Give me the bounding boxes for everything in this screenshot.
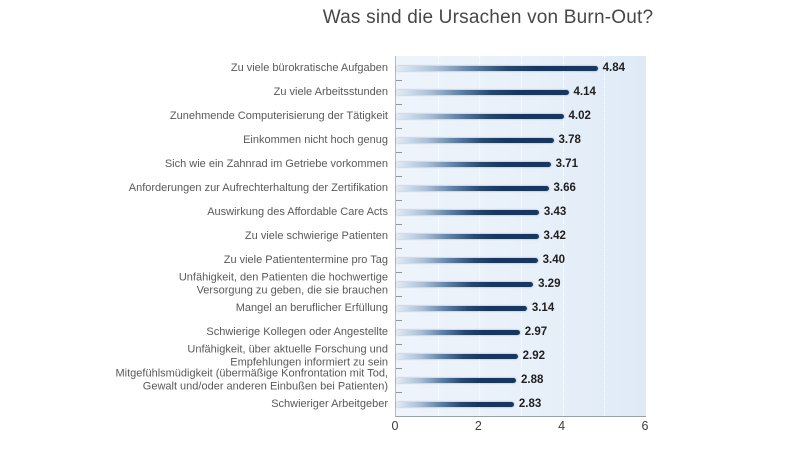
bar — [396, 209, 539, 215]
bar-value-label: 2.92 — [522, 350, 546, 362]
gridline — [562, 56, 564, 416]
category-label: Sich wie ein Zahnrad im Getriebe vorkomm… — [164, 157, 388, 170]
bar — [396, 353, 518, 359]
category-label: Unfähigkeit, über aktuelle Forschung und… — [187, 343, 388, 369]
y-axis-tick — [396, 152, 402, 153]
bar — [396, 329, 520, 335]
y-axis-tick — [396, 104, 402, 105]
category-label: Mitgefühlsmüdigkeit (übermäßige Konfront… — [115, 367, 389, 393]
category-label: Zu viele schwierige Patienten — [244, 229, 388, 242]
plot-area: 4.84 4.14 4.02 3.78 3.71 3.66 3.43 3.42 3.40 3.29… — [395, 56, 646, 417]
category-label: Zu viele Patiententermine pro Tag — [223, 253, 388, 266]
bar-value-label: 2.88 — [521, 374, 544, 386]
bar — [396, 137, 554, 143]
category-label: Unfähigkeit, den Patienten die hochwerti… — [178, 271, 388, 297]
x-axis-tick-label: 4 — [558, 419, 566, 433]
y-axis-tick — [396, 272, 402, 273]
x-axis-tick-label: 0 — [391, 419, 399, 433]
bar-value-label: 3.66 — [553, 182, 576, 194]
bar-value-label: 4.84 — [602, 62, 626, 74]
bar — [396, 161, 551, 167]
chart-title: Was sind die Ursachen von Burn-Out? — [322, 7, 654, 28]
y-axis-tick — [396, 224, 402, 225]
bar — [396, 185, 549, 191]
x-axis-tick-label: 6 — [641, 419, 649, 433]
bar-value-label: 3.71 — [555, 158, 578, 170]
y-axis-tick — [396, 392, 402, 393]
category-label: Zu viele Arbeitsstunden — [273, 85, 388, 98]
bar — [396, 89, 569, 95]
y-axis-tick — [396, 320, 402, 321]
y-axis-tick — [396, 176, 402, 177]
bar-value-label: 2.97 — [524, 326, 548, 338]
y-axis-tick — [396, 200, 402, 201]
y-axis-tick — [396, 368, 402, 369]
category-label: Einkommen nicht hoch genug — [243, 133, 388, 146]
y-axis-tick — [396, 80, 402, 81]
bar — [396, 281, 534, 287]
bar-value-label: 3.29 — [538, 278, 561, 290]
y-axis-tick — [396, 344, 402, 345]
bar-value-label: 4.02 — [568, 110, 591, 122]
bar-value-label: 2.83 — [518, 398, 542, 410]
category-label: Mangel an beruflicher Erfüllung — [235, 301, 388, 314]
bar-value-label: 3.43 — [543, 206, 567, 218]
category-label: Auswirkung des Affordable Care Acts — [207, 205, 388, 218]
bar — [396, 377, 516, 383]
bar — [396, 113, 564, 119]
bar-value-label: 3.78 — [558, 134, 581, 146]
bar-value-label: 4.14 — [573, 86, 596, 98]
bar — [396, 401, 514, 407]
bar-value-label: 3.42 — [543, 230, 566, 242]
bar — [396, 233, 539, 239]
category-label: Schwierige Kollegen oder Angestellte — [206, 325, 388, 338]
bar-value-label: 3.40 — [542, 254, 566, 266]
gridline — [604, 56, 606, 416]
category-label: Schwieriger Arbeitgeber — [271, 397, 388, 410]
y-axis-tick — [396, 296, 402, 297]
bar — [396, 65, 598, 71]
category-label: Anforderungen zur Aufrechterhaltung der … — [128, 181, 388, 194]
bar — [396, 305, 527, 311]
x-axis-tick-label: 2 — [474, 419, 482, 433]
bar-value-label: 3.14 — [531, 302, 555, 314]
category-label: Zu viele bürokratische Aufgaben — [230, 61, 388, 74]
category-labels: Zu viele bürokratische Aufgaben Zu viele … — [0, 0, 389, 451]
bar — [396, 257, 538, 263]
y-axis-tick — [396, 248, 402, 249]
y-axis-tick — [396, 128, 402, 129]
category-label: Zunehmende Computerisierung der Tätigkei… — [169, 109, 388, 122]
